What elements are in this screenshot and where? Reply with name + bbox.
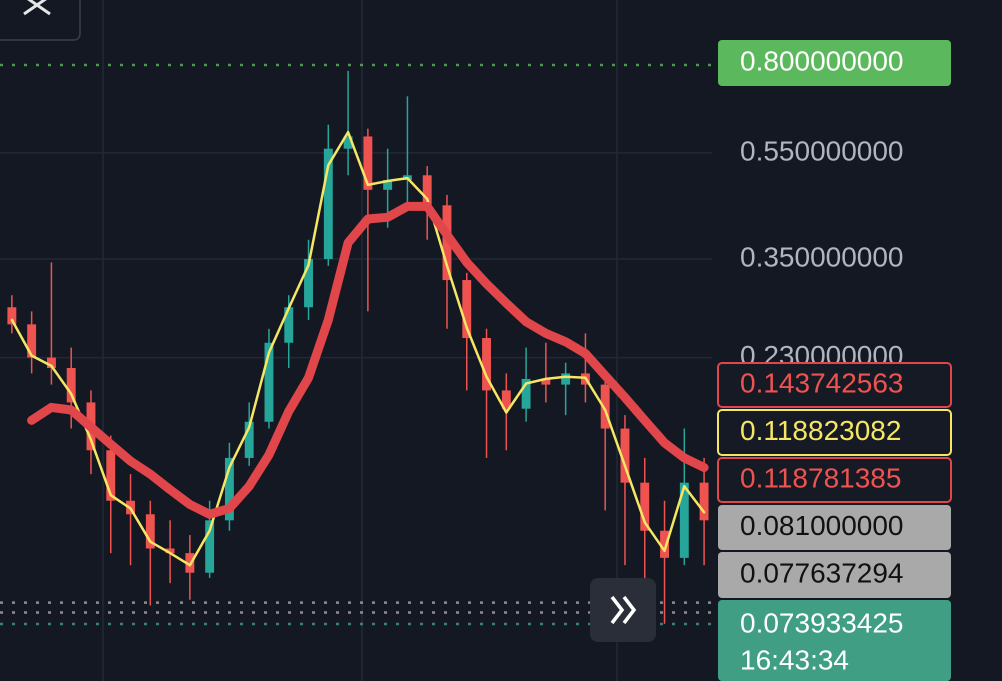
- candle-body: [284, 307, 294, 343]
- y-tick-label: 0.350000000: [740, 241, 904, 272]
- candle-body: [323, 148, 333, 260]
- close-frame: [0, 0, 81, 41]
- price-tag: [717, 362, 952, 408]
- candle-body: [205, 520, 215, 573]
- price-tag-label: 0.800000000: [740, 45, 904, 76]
- candle-body: [7, 307, 17, 325]
- scroll-icon: [610, 595, 637, 625]
- candle-body: [541, 378, 551, 385]
- y-tick-label: 0.550000000: [740, 135, 904, 166]
- candle-body: [264, 342, 274, 422]
- candle-body: [66, 368, 76, 403]
- close-icon: [23, 0, 51, 16]
- candle-body: [679, 482, 689, 558]
- candle-body: [600, 384, 610, 429]
- price-tag-time: 16:43:34: [740, 644, 849, 675]
- candle-body: [561, 373, 571, 385]
- candle-body: [422, 175, 432, 206]
- price-tag: [718, 40, 951, 86]
- price-tag: [717, 457, 952, 503]
- candle-body: [521, 378, 531, 409]
- price-tag: [718, 505, 951, 550]
- candle-body: [244, 421, 254, 458]
- candle-body: [106, 450, 116, 501]
- price-tag-label: 0.073933425: [740, 607, 904, 638]
- candle-body: [46, 357, 56, 369]
- price-tag: [718, 552, 951, 598]
- price-tag: [718, 600, 951, 681]
- candle-body: [165, 548, 175, 554]
- price-tag: [717, 409, 952, 456]
- candle-body: [383, 180, 393, 190]
- candle-body: [442, 205, 452, 281]
- price-tag-label: 0.143742563: [740, 367, 904, 398]
- price-tags: 0.800000000 0.143742563 0.118823082 0.11878…: [717, 40, 952, 681]
- candle-body: [304, 259, 313, 308]
- candle-body: [27, 324, 37, 358]
- plot: [0, 63, 712, 626]
- price-tag-label: 0.077637294: [740, 557, 904, 588]
- price-tag-label: 0.081000000: [740, 510, 904, 541]
- candle-body: [501, 390, 511, 409]
- candle-body: [462, 280, 472, 339]
- candle-body: [699, 482, 709, 521]
- candle-body: [640, 482, 650, 531]
- candle-body: [343, 136, 353, 149]
- price-tag-label: 0.118823082: [740, 415, 901, 446]
- candle-body: [363, 136, 373, 190]
- candle-body: [660, 530, 669, 558]
- close-button[interactable]: [0, 0, 81, 41]
- candle-body: [224, 457, 234, 521]
- candle-body: [620, 428, 630, 483]
- ma-line: [10, 130, 706, 567]
- price-tag-label: 0.118781385: [740, 462, 901, 493]
- candle-body: [482, 338, 491, 391]
- ma-line: [27, 201, 709, 519]
- candle-body: [145, 514, 155, 549]
- scroll-to-latest-button[interactable]: [590, 578, 656, 642]
